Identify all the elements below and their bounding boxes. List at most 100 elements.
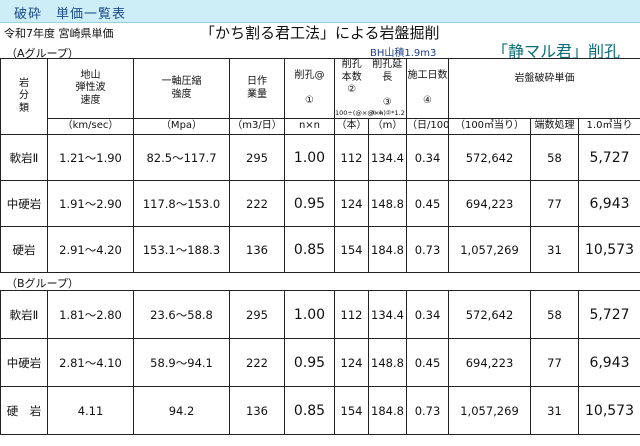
unit-strength: （Mpa） [133, 118, 230, 135]
length-cell: 148.8 [368, 338, 407, 387]
strength-cell: 94.2 [133, 386, 230, 435]
col-rock-header: 岩 分 類 [0, 58, 48, 135]
length-header-text: 削孔延長 ③ [372, 59, 403, 108]
strength-cell: 117.8～153.0 [133, 180, 230, 227]
count-cell: 124 [334, 338, 369, 387]
strength-cell: 82.5～117.7 [133, 134, 230, 181]
hole-cell: 0.85 [284, 386, 335, 435]
strength-cell: 58.9～94.1 [133, 338, 230, 387]
length-cell: 134.4 [368, 290, 407, 339]
velocity-header-text: 地山 弾性波 速度 [75, 69, 106, 106]
group-a-label: （Aグループ） [6, 47, 79, 60]
length-cell: 184.8 [368, 226, 407, 273]
days-cell: 0.34 [406, 134, 449, 181]
sheet-tab-title: 破砕 単価一覧表 [14, 7, 127, 22]
price100-cell: 572,642 [448, 134, 531, 181]
count-cell: 112 [334, 134, 369, 181]
price1-cell: 5,727 [577, 134, 640, 181]
price100-cell: 694,223 [448, 338, 531, 387]
daily-cell: 295 [229, 290, 285, 339]
strength-header-text: 一軸圧縮 強度 [161, 76, 202, 100]
rounding-cell: 58 [530, 134, 579, 181]
velocity-cell: 4.11 [47, 386, 134, 435]
days-cell: 0.34 [406, 290, 449, 339]
unit-count: （本） [334, 118, 369, 135]
daily-cell: 295 [229, 134, 285, 181]
days-cell: 0.45 [406, 180, 449, 227]
unit-price-header-text: 岩盤破砕単価 [514, 73, 575, 84]
rock-name: 中硬岩 [0, 180, 48, 227]
unit-rounding: 端数処理 [530, 118, 579, 135]
count-cell: 124 [334, 180, 369, 227]
count-cell: 112 [334, 290, 369, 339]
price1-cell: 6,943 [578, 338, 640, 387]
velocity-cell: 1.91～2.90 [47, 180, 134, 227]
unit-velocity: （km/sec） [47, 118, 134, 135]
daily-cell: 136 [229, 226, 285, 273]
col-velocity-header: 地山 弾性波 速度 [47, 58, 134, 119]
price1-cell: 6,943 [577, 180, 640, 227]
sheet-tab-bar: 破砕 単価一覧表 [0, 0, 640, 23]
table-row: 軟岩Ⅱ 1.21～1.90 82.5～117.7 295 1.00 112 13… [0, 134, 640, 181]
length-cell: 148.8 [368, 180, 407, 227]
count-cell: 154 [334, 226, 369, 273]
table-row: 軟岩Ⅱ 1.81～2.80 23.6～58.8 295 1.00 112 134… [0, 290, 640, 339]
col-hole-header: 削孔@ ① [284, 58, 335, 119]
rounding-cell: 31 [530, 386, 579, 435]
unit-days: （日/100㎥） [406, 118, 449, 135]
strength-cell: 23.6～58.8 [133, 290, 230, 339]
daily-cell: 222 [229, 338, 285, 387]
count-header-text: 削孔 本数 ② [341, 59, 362, 96]
velocity-cell: 2.81～4.10 [47, 338, 134, 387]
price100-cell: 694,223 [448, 180, 531, 227]
table-row: 硬岩 2.91～4.20 153.1～188.3 136 0.85 154 18… [0, 226, 640, 273]
price1-cell: 10,573 [577, 226, 640, 273]
length-cell: 184.8 [368, 386, 407, 435]
unit-daily: （m3/日） [229, 118, 285, 135]
price1-cell: 5,727 [578, 290, 640, 339]
col-count-header: 削孔 本数 ② 削孔延長 ③ 100÷(@×@×h) ③ = ②*1.2 [334, 58, 407, 119]
hole-cell: 1.00 [284, 290, 335, 339]
velocity-cell: 2.91～4.20 [47, 226, 134, 273]
table-row: 中硬岩 2.81～4.10 58.9～94.1 222 0.95 124 148… [0, 338, 640, 387]
count-formula: 100÷(@×@×h) [335, 109, 386, 118]
unit-price1: 1.0㎥当り [577, 118, 640, 135]
fiscal-note: 令和7年度 宮崎県単価 [4, 27, 114, 40]
col-unit-price-header: 岩盤破砕単価 [447, 58, 640, 119]
velocity-cell: 1.21～1.90 [47, 134, 134, 181]
rock-name: 軟岩Ⅱ [0, 290, 48, 339]
daily-header-text: 日作 業量 [247, 76, 267, 100]
rock-header-text: 岩 分 類 [19, 77, 29, 114]
page-title: 「かち割る君工法」による岩盤掘削 [200, 24, 440, 42]
hole-cell: 0.95 [284, 338, 335, 387]
length-formula: ③ = ②*1.2 [370, 109, 405, 118]
hole-cell: 0.85 [284, 226, 335, 273]
rock-name: 中硬岩 [0, 338, 48, 387]
rock-name: 硬 岩 [0, 386, 48, 435]
rock-name: 硬岩 [0, 226, 48, 273]
hole-cell: 1.00 [284, 134, 335, 181]
col-strength-header: 一軸圧縮 強度 [133, 58, 230, 119]
length-cell: 134.4 [368, 134, 407, 181]
col-days-header: 施工日数 ④ [406, 58, 449, 119]
unit-price100: （100㎥当り） [448, 118, 531, 135]
col-daily-header: 日作 業量 [229, 58, 285, 119]
price-table-a: 岩 分 類 地山 弾性波 速度 一軸圧縮 強度 日作 業量 削孔@ ① 削孔 本… [0, 58, 640, 273]
rounding-cell: 77 [530, 338, 579, 387]
daily-cell: 136 [229, 386, 285, 435]
strength-cell: 153.1～188.3 [133, 226, 230, 273]
table-row: 中硬岩 1.91～2.90 117.8～153.0 222 0.95 124 1… [0, 180, 640, 227]
bh-note: BH山積1.9m3 [370, 48, 437, 59]
days-header-text: 施工日数 ④ [407, 69, 448, 106]
price100-cell: 1,057,269 [448, 386, 531, 435]
hole-cell: 0.95 [284, 180, 335, 227]
brand-label: 「静マル君」削孔 [492, 42, 621, 61]
price100-cell: 1,057,269 [448, 226, 531, 273]
price-table-b: 軟岩Ⅱ 1.81～2.80 23.6～58.8 295 1.00 112 134… [0, 290, 640, 435]
price1-cell: 10,573 [578, 386, 640, 435]
hole-header-text: 削孔@ ① [294, 69, 325, 106]
days-cell: 0.45 [406, 338, 449, 387]
rounding-cell: 77 [530, 180, 579, 227]
rock-name: 軟岩Ⅱ [0, 134, 48, 181]
